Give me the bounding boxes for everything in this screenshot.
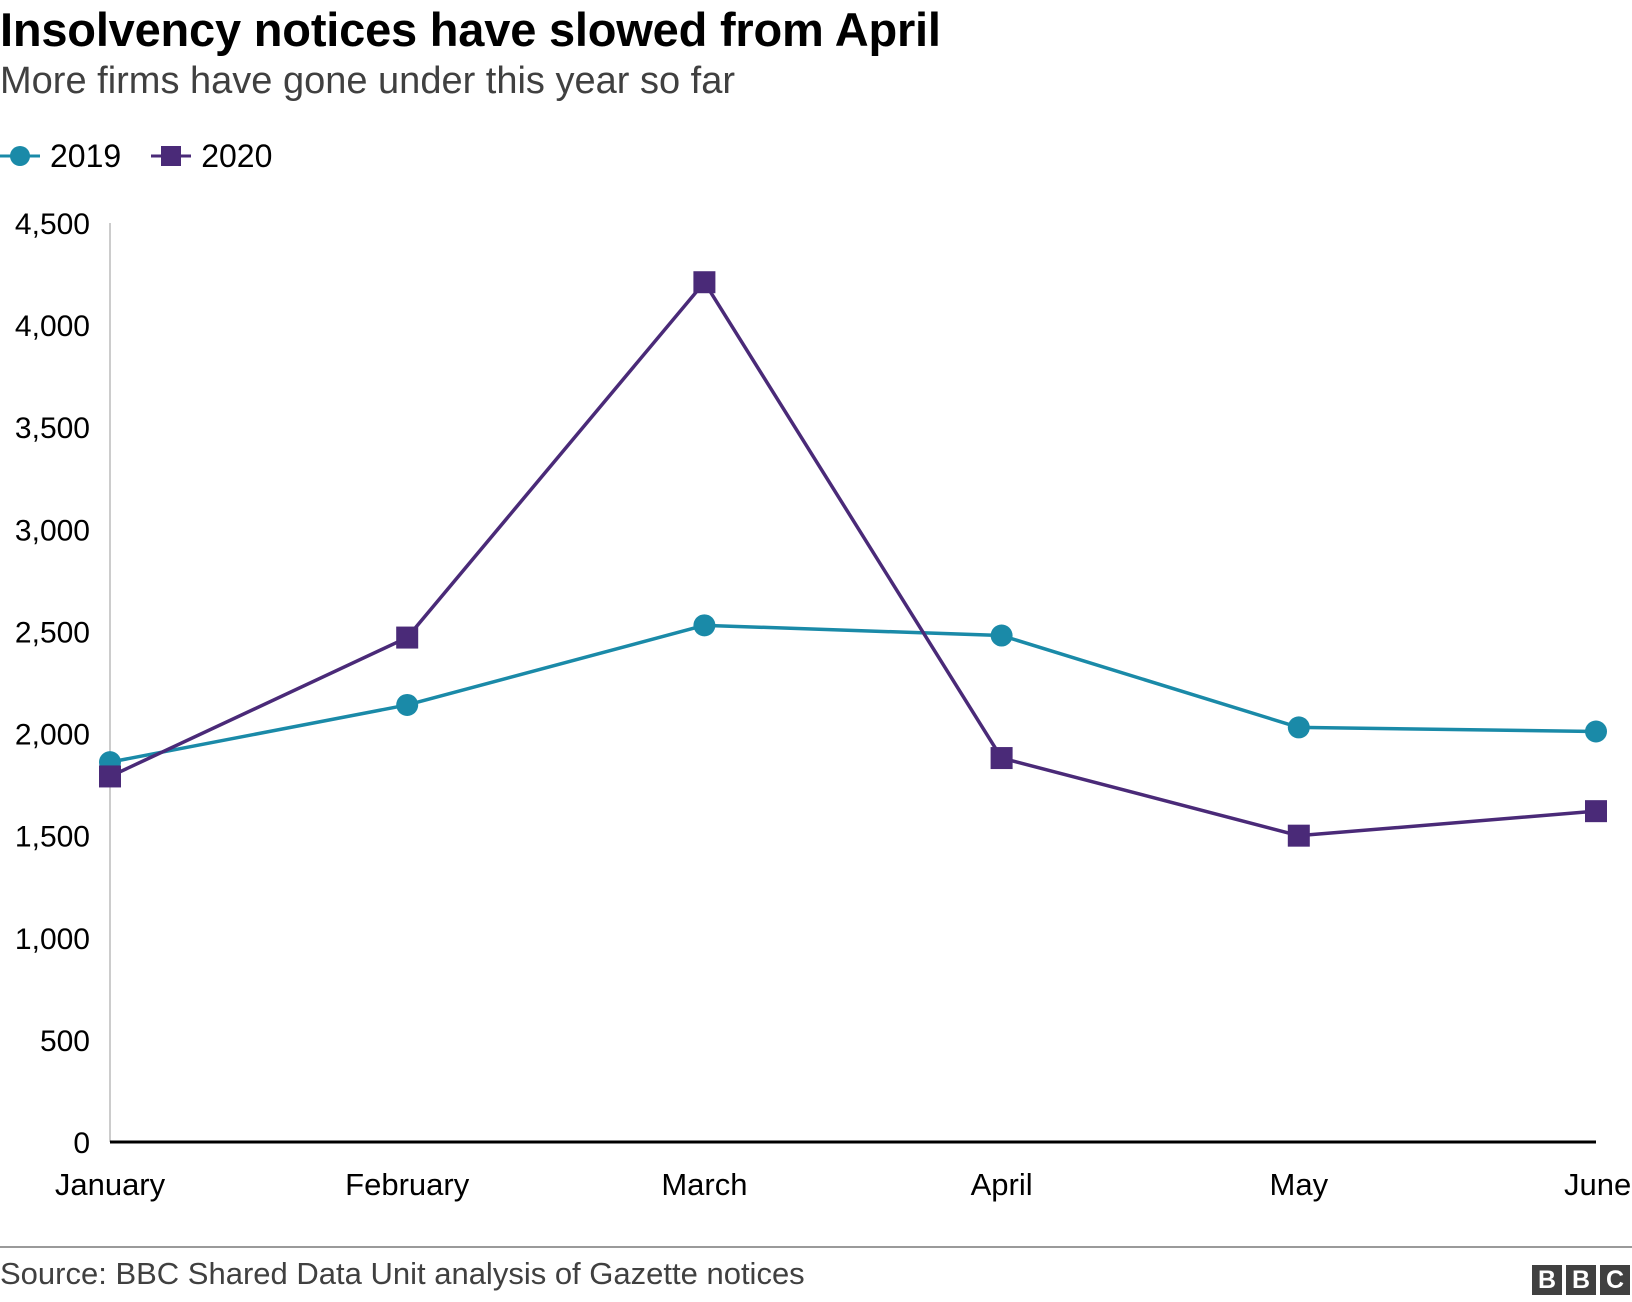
x-tick-label: April xyxy=(971,1167,1033,1202)
x-tick-label: May xyxy=(1270,1167,1329,1202)
y-tick-label: 2,500 xyxy=(15,616,90,649)
square-marker-icon xyxy=(151,146,192,166)
y-tick-label: 4,000 xyxy=(15,310,90,343)
data-point-2020 xyxy=(99,765,121,788)
series-line-2019 xyxy=(109,623,1597,764)
data-point-2019 xyxy=(990,624,1013,647)
data-point-2020 xyxy=(396,626,419,649)
circle-marker-icon xyxy=(0,146,40,166)
legend-label-2019: 2019 xyxy=(50,137,122,174)
footer-divider xyxy=(0,1246,1632,1248)
legend: 2019 2020 xyxy=(0,134,302,178)
y-tick-label: 3,000 xyxy=(15,514,90,547)
x-tick-label: June xyxy=(1564,1167,1631,1202)
data-point-2019 xyxy=(396,693,419,716)
line-chart: 0 500 1,000 1,500 2,000 2,500 3,000 3,500 4,000 4… xyxy=(15,208,1631,1202)
x-tick-label: January xyxy=(55,1167,166,1202)
y-tick-label: 1,500 xyxy=(15,821,90,854)
bbc-logo: B B C xyxy=(1528,1265,1630,1295)
data-point-2020 xyxy=(693,271,716,294)
data-point-2020 xyxy=(990,747,1013,770)
legend-item-2020: 2020 xyxy=(151,138,272,175)
data-point-2020 xyxy=(1287,824,1310,847)
y-tick-label: 500 xyxy=(40,1025,90,1058)
legend-item-2019: 2019 xyxy=(0,138,121,175)
y-tick-label: 3,500 xyxy=(15,412,90,445)
logo-letter-c: C xyxy=(1600,1265,1630,1295)
source-note: Source: BBC Shared Data Unit analysis of… xyxy=(0,1256,805,1291)
logo-letter-b2: B xyxy=(1566,1265,1596,1295)
series-line-2020 xyxy=(109,280,1597,838)
data-point-2020 xyxy=(1585,800,1607,823)
y-tick-label: 1,000 xyxy=(15,923,90,956)
chart-subtitle: More firms have gone under this year so … xyxy=(0,60,736,102)
y-tick-label: 0 xyxy=(73,1127,90,1160)
legend-label-2020: 2020 xyxy=(201,137,273,174)
chart-title: Insolvency notices have slowed from Apri… xyxy=(0,3,941,56)
logo-letter-b1: B xyxy=(1532,1265,1562,1295)
y-tick-label: 2,000 xyxy=(15,719,90,752)
data-point-2019 xyxy=(1287,716,1310,739)
data-point-2019 xyxy=(1585,720,1607,743)
y-tick-label: 4,500 xyxy=(15,208,90,241)
x-tick-label: February xyxy=(345,1167,470,1202)
data-point-2019 xyxy=(693,614,716,637)
x-tick-label: March xyxy=(661,1167,747,1202)
